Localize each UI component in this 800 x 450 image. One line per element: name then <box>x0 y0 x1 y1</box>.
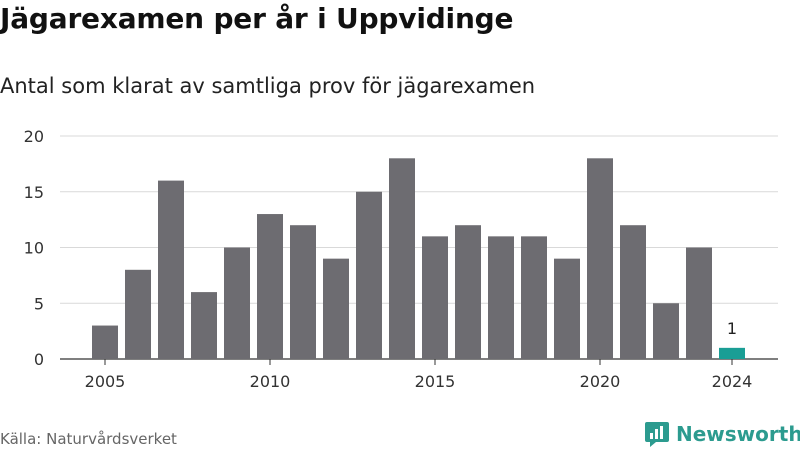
bar <box>125 269 151 359</box>
y-tick-label: 15 <box>24 183 44 202</box>
bar <box>323 258 349 359</box>
data-label: 1 <box>727 319 737 338</box>
bar <box>422 236 448 359</box>
x-tick-label: 2010 <box>250 372 291 391</box>
bar <box>389 158 415 359</box>
y-tick-label: 0 <box>34 350 44 369</box>
x-tick-label: 2015 <box>415 372 456 391</box>
newsworthy-logo-icon <box>645 422 669 447</box>
chart-subtitle: Antal som klarat av samtliga prov för jä… <box>0 74 536 98</box>
bar <box>191 292 217 359</box>
x-tick-label: 2020 <box>580 372 621 391</box>
bar <box>554 258 580 359</box>
bar <box>653 303 679 359</box>
bar <box>686 247 712 359</box>
bar <box>521 236 547 359</box>
bar <box>488 236 514 359</box>
y-tick-label: 5 <box>34 294 44 313</box>
x-tick-label: 2024 <box>712 372 753 391</box>
brand-name: Newsworthy <box>676 422 800 446</box>
bar <box>257 214 283 359</box>
y-tick-label: 10 <box>24 239 44 258</box>
bar <box>719 347 745 359</box>
chart-title: Jägarexamen per år i Uppvidinge <box>0 2 514 35</box>
y-tick-label: 20 <box>24 127 44 146</box>
bar <box>356 191 382 359</box>
bar <box>587 158 613 359</box>
bar <box>158 180 184 359</box>
source-note: Källa: Naturvårdsverket <box>0 430 177 448</box>
bar <box>92 325 118 359</box>
bar <box>290 225 316 359</box>
bar-chart: 0 5 10 15 20 1 2005 2010 2015 2020 2024 <box>24 127 778 391</box>
brand-logo: Newsworthy <box>644 420 800 448</box>
x-tick-label: 2005 <box>85 372 126 391</box>
bar <box>455 225 481 359</box>
bar <box>224 247 250 359</box>
bar <box>620 225 646 359</box>
